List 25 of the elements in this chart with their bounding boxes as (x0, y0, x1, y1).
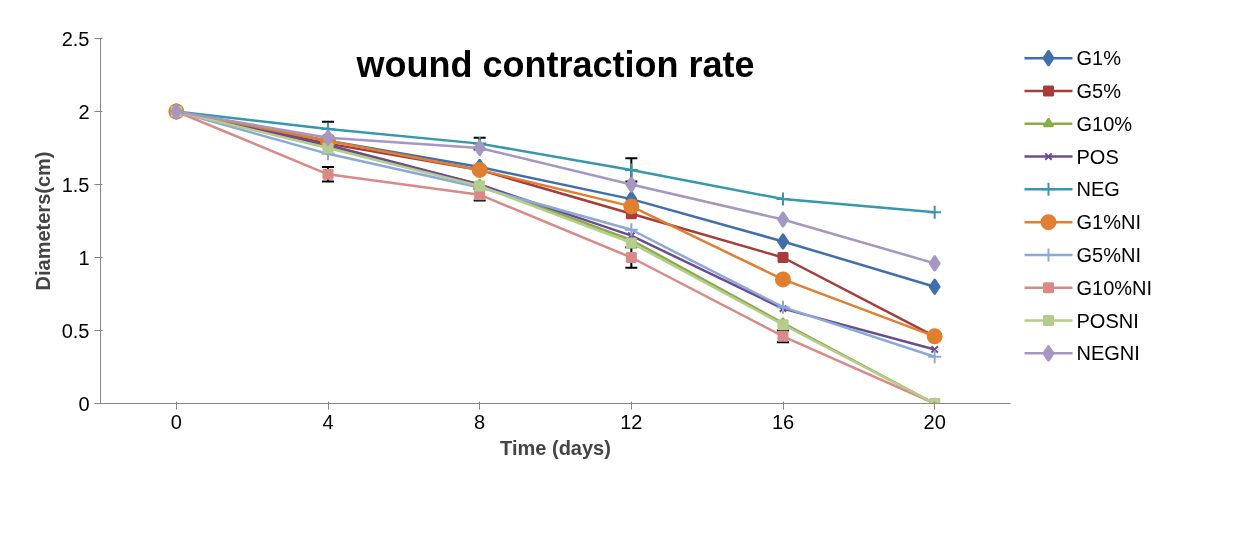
legend-label: NEGNI (1076, 342, 1140, 365)
y-tick-label: 1 (78, 246, 90, 269)
legend-label: G5%NI (1076, 243, 1141, 266)
y-tick-label: 2.5 (61, 27, 90, 50)
y-tick-label: 0.5 (61, 319, 90, 342)
x-tick-label: 20 (923, 410, 946, 433)
legend-label: G10% (1076, 112, 1133, 135)
legend-label: NEG (1076, 178, 1120, 201)
x-axis-title: Time (days) (500, 436, 611, 459)
chart-title: wound contraction rate (355, 43, 755, 85)
legend-label: POSNI (1076, 309, 1139, 332)
x-tick-label: 16 (771, 410, 795, 433)
legend-label: G1% (1076, 47, 1122, 70)
x-tick-label: 4 (322, 410, 334, 433)
y-tick-label: 2 (78, 100, 90, 123)
legend-label: POS (1076, 145, 1119, 168)
x-tick-label: 0 (170, 410, 182, 433)
legend-label: G10%NI (1076, 276, 1153, 299)
y-tick-label: 1.5 (61, 173, 90, 196)
y-tick-label: 0 (78, 392, 90, 415)
legend-label: G5% (1076, 79, 1122, 102)
x-tick-label: 8 (474, 410, 486, 433)
y-axis-title: Diameters(cm) (31, 151, 54, 291)
x-tick-label: 12 (620, 410, 643, 433)
legend-label: G1%NI (1076, 211, 1141, 234)
